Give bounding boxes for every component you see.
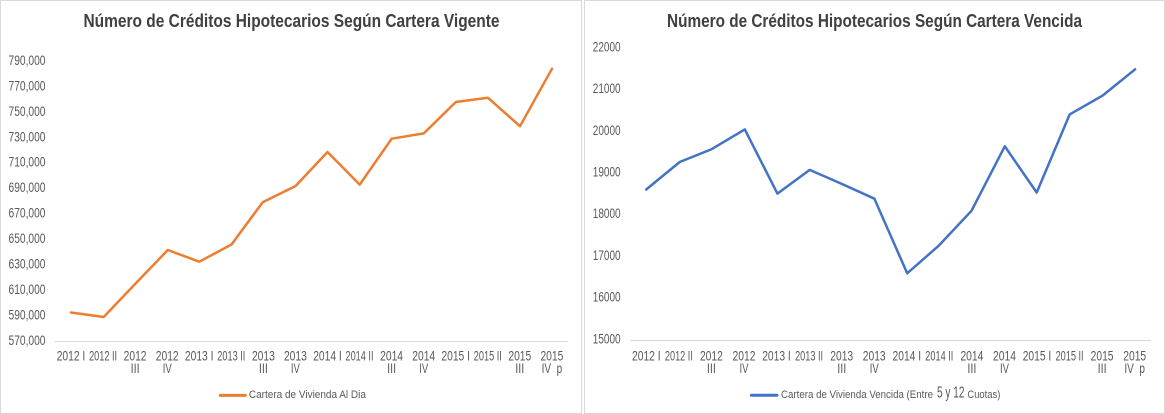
svg-text:2014 I: 2014 I	[313, 348, 342, 364]
svg-text:2015 II: 2015 II	[1056, 348, 1084, 364]
svg-text:III: III	[131, 360, 140, 376]
svg-text:2014 I: 2014 I	[893, 348, 922, 364]
svg-text:IV: IV	[870, 360, 879, 376]
svg-text:21000: 21000	[593, 80, 621, 96]
svg-text:770,000: 770,000	[9, 77, 46, 93]
svg-text:III: III	[515, 360, 524, 376]
svg-text:2015: 2015	[1091, 348, 1114, 364]
svg-text:III: III	[259, 360, 268, 376]
svg-text:2012: 2012	[156, 348, 179, 364]
svg-text:20000: 20000	[593, 122, 621, 138]
svg-text:2013: 2013	[863, 348, 886, 364]
svg-text:2015: 2015	[508, 348, 531, 364]
svg-text:2012 I: 2012 I	[632, 348, 661, 364]
svg-text:2012: 2012	[124, 348, 147, 364]
svg-text:17000: 17000	[593, 247, 621, 263]
svg-text:Número de Créditos Hipotecario: Número de Créditos Hipotecarios Según Ca…	[667, 11, 1083, 31]
svg-text:2013 I: 2013 I	[185, 348, 214, 364]
svg-text:2012 II: 2012 II	[89, 348, 117, 364]
svg-text:750,000: 750,000	[9, 103, 46, 119]
svg-text:Cartera de Vivienda Vencida (E: Cartera de Vivienda Vencida (Entre	[781, 389, 933, 401]
svg-text:16000: 16000	[593, 289, 621, 305]
svg-text:2015: 2015	[1123, 348, 1146, 364]
svg-text:710,000: 710,000	[9, 154, 46, 170]
svg-text:IV p: IV p	[542, 360, 563, 376]
svg-text:2012 I: 2012 I	[57, 348, 86, 364]
svg-text:2013 II: 2013 II	[217, 348, 245, 364]
svg-text:2014: 2014	[380, 348, 403, 364]
svg-text:IV: IV	[291, 360, 300, 376]
svg-text:2015: 2015	[540, 348, 563, 364]
svg-text:15000: 15000	[593, 330, 621, 346]
svg-text:2013 II: 2013 II	[795, 348, 823, 364]
svg-text:IV: IV	[419, 360, 428, 376]
svg-text:2013: 2013	[252, 348, 275, 364]
svg-text:18000: 18000	[593, 205, 621, 221]
svg-text:2015 I: 2015 I	[1023, 348, 1052, 364]
svg-text:5 y 12: 5 y 12	[937, 385, 965, 402]
svg-text:Número de Créditos Hipotecario: Número de Créditos Hipotecarios Según Ca…	[84, 11, 500, 31]
svg-text:2013: 2013	[284, 348, 307, 364]
svg-text:19000: 19000	[593, 164, 621, 180]
svg-text:IV: IV	[740, 360, 749, 376]
svg-text:IV: IV	[163, 360, 172, 376]
svg-text:2012: 2012	[700, 348, 723, 364]
svg-text:730,000: 730,000	[9, 128, 46, 144]
svg-text:Cuotas): Cuotas)	[967, 389, 1000, 401]
svg-text:650,000: 650,000	[9, 230, 46, 246]
svg-text:590,000: 590,000	[9, 306, 46, 322]
svg-text:2014: 2014	[412, 348, 435, 364]
svg-text:610,000: 610,000	[9, 281, 46, 297]
svg-text:III: III	[707, 360, 716, 376]
svg-text:22000: 22000	[593, 38, 621, 54]
svg-text:III: III	[387, 360, 396, 376]
svg-text:2013: 2013	[830, 348, 853, 364]
svg-text:690,000: 690,000	[9, 179, 46, 195]
svg-text:2014: 2014	[993, 348, 1016, 364]
svg-text:2013 I: 2013 I	[762, 348, 791, 364]
svg-text:IV p: IV p	[1124, 360, 1145, 376]
svg-text:III: III	[1098, 360, 1107, 376]
svg-text:2012 II: 2012 II	[665, 348, 693, 364]
svg-text:2014 II: 2014 II	[925, 348, 953, 364]
svg-text:790,000: 790,000	[9, 52, 46, 68]
svg-text:2015 I: 2015 I	[441, 348, 470, 364]
svg-text:III: III	[837, 360, 846, 376]
svg-text:630,000: 630,000	[9, 256, 46, 272]
svg-text:Cartera de Vivienda Al Dia: Cartera de Vivienda Al Dia	[249, 389, 366, 401]
svg-text:2015 II: 2015 II	[474, 348, 502, 364]
svg-text:570,000: 570,000	[9, 332, 46, 348]
svg-text:2014 II: 2014 II	[346, 348, 374, 364]
svg-text:670,000: 670,000	[9, 205, 46, 221]
svg-text:2014: 2014	[960, 348, 983, 364]
svg-text:III: III	[967, 360, 976, 376]
svg-text:IV: IV	[1000, 360, 1009, 376]
svg-text:2012: 2012	[733, 348, 756, 364]
